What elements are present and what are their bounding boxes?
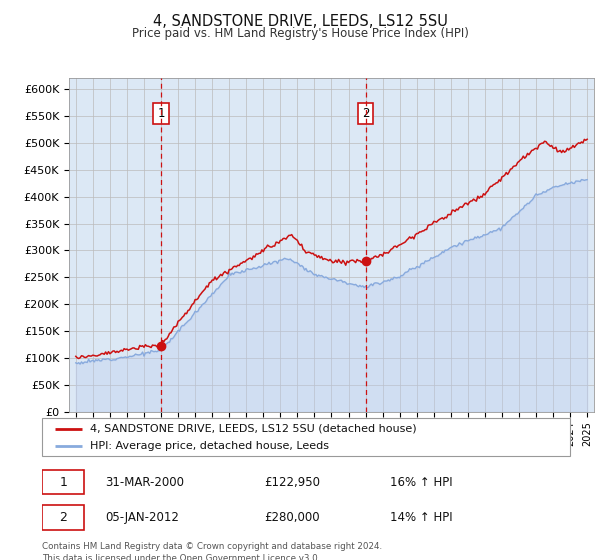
Text: 2: 2 (59, 511, 67, 524)
Text: 05-JAN-2012: 05-JAN-2012 (106, 511, 179, 524)
Text: £122,950: £122,950 (264, 475, 320, 489)
Text: Contains HM Land Registry data © Crown copyright and database right 2024.
This d: Contains HM Land Registry data © Crown c… (42, 542, 382, 560)
Text: 31-MAR-2000: 31-MAR-2000 (106, 475, 184, 489)
Text: 1: 1 (157, 107, 165, 120)
Text: 16% ↑ HPI: 16% ↑ HPI (391, 475, 453, 489)
Text: 4, SANDSTONE DRIVE, LEEDS, LS12 5SU: 4, SANDSTONE DRIVE, LEEDS, LS12 5SU (152, 14, 448, 29)
FancyBboxPatch shape (42, 470, 84, 494)
Text: £280,000: £280,000 (264, 511, 319, 524)
Text: 1: 1 (59, 475, 67, 489)
Text: Price paid vs. HM Land Registry's House Price Index (HPI): Price paid vs. HM Land Registry's House … (131, 27, 469, 40)
Text: 4, SANDSTONE DRIVE, LEEDS, LS12 5SU (detached house): 4, SANDSTONE DRIVE, LEEDS, LS12 5SU (det… (89, 423, 416, 433)
FancyBboxPatch shape (42, 505, 84, 530)
Text: 14% ↑ HPI: 14% ↑ HPI (391, 511, 453, 524)
Text: 2: 2 (362, 107, 370, 120)
Text: HPI: Average price, detached house, Leeds: HPI: Average price, detached house, Leed… (89, 441, 329, 451)
FancyBboxPatch shape (42, 418, 570, 456)
